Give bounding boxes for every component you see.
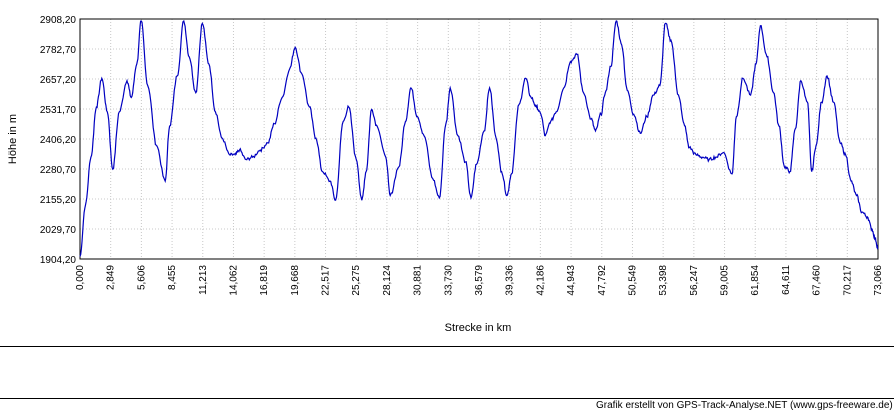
y-tick-label: 2280,70 (40, 165, 77, 176)
y-tick-label: 1904,20 (40, 255, 77, 266)
y-axis-label: Höhe in m (7, 114, 19, 164)
x-axis-label: Strecke in km (445, 322, 512, 334)
x-tick-label: 14,062 (228, 265, 239, 296)
x-tick-label: 64,611 (781, 265, 792, 295)
footer-separator-bottom (0, 398, 894, 399)
x-tick-label: 56,247 (689, 265, 700, 296)
x-tick-label: 36,579 (474, 265, 485, 296)
x-tick-label: 67,460 (812, 265, 823, 296)
y-tick-label: 2908,20 (40, 15, 77, 26)
footer-separator (0, 346, 894, 347)
x-tick-label: 44,943 (566, 265, 577, 296)
y-tick-label: 2657,20 (40, 75, 77, 86)
y-axis-ticks: 2908,20 2782,70 2657,20 2531,70 2406,20 2280,… (40, 15, 77, 266)
x-tick-label: 16,819 (259, 265, 270, 296)
x-tick-label: 5,606 (136, 265, 147, 290)
x-tick-label: 19,668 (290, 265, 301, 296)
x-axis-ticks: 0,000 2,849 5,606 8,455 11,213 14,062 16,819 19… (75, 265, 884, 296)
x-tick-label: 2,849 (106, 265, 117, 290)
y-tick-label: 2782,70 (40, 45, 77, 56)
x-tick-label: 39,336 (505, 265, 516, 296)
x-tick-label: 8,455 (167, 265, 178, 290)
plot-area-frame (79, 18, 879, 260)
elevation-line (79, 19, 879, 257)
x-tick-label: 28,124 (382, 265, 393, 296)
x-tick-label: 33,730 (443, 265, 454, 296)
x-tick-label: 47,792 (597, 265, 608, 296)
x-tick-label: 53,398 (658, 265, 669, 296)
credit-text: Grafik erstellt von GPS-Track-Analyse.NE… (596, 400, 893, 411)
x-tick-label: 25,275 (351, 265, 362, 296)
x-tick-label: 22,517 (321, 265, 332, 296)
x-tick-label: 73,066 (873, 265, 884, 296)
x-tick-label: 61,854 (750, 265, 761, 296)
x-tick-label: 30,881 (413, 265, 424, 296)
y-tick-label: 2406,20 (40, 135, 77, 146)
y-tick-label: 2531,70 (40, 105, 77, 116)
y-tick-label: 2029,70 (40, 225, 77, 236)
x-tick-label: 70,217 (842, 265, 853, 296)
x-tick-label: 42,186 (535, 265, 546, 296)
elevation-profile-chart: 2908,20 2782,70 2657,20 2531,70 2406,20 2280,… (7, 15, 884, 334)
y-tick-label: 2155,20 (40, 195, 77, 206)
x-tick-label: 0,000 (75, 265, 86, 290)
x-tick-label: 11,213 (198, 265, 209, 295)
x-tick-label: 59,005 (720, 265, 731, 296)
x-tick-label: 50,549 (627, 265, 638, 296)
